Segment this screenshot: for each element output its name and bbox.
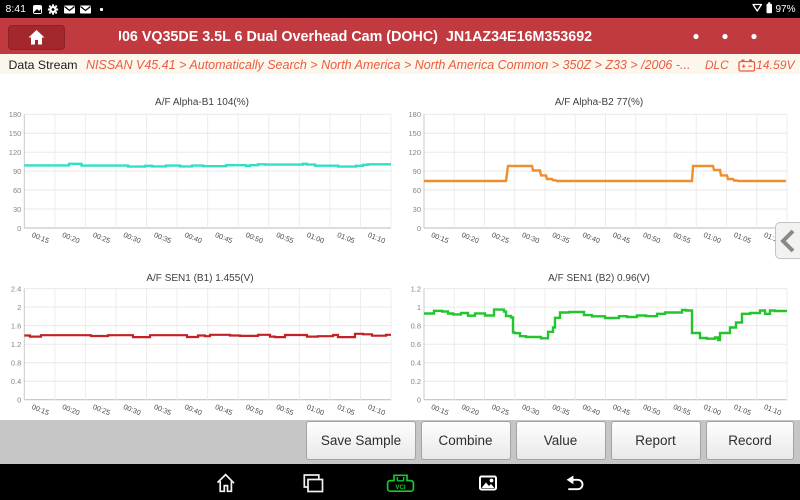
- svg-text:150: 150: [9, 129, 22, 138]
- svg-text:A/F Alpha-B2 77(%): A/F Alpha-B2 77(%): [555, 97, 643, 108]
- svg-text:1.6: 1.6: [11, 321, 21, 330]
- svg-text:00:15: 00:15: [430, 402, 450, 417]
- svg-text:01:00: 01:00: [306, 402, 326, 417]
- svg-text:00:50: 00:50: [244, 402, 264, 417]
- svg-text:01:05: 01:05: [336, 230, 356, 245]
- svg-text:00:50: 00:50: [244, 230, 264, 245]
- svg-text:2.4: 2.4: [11, 284, 21, 293]
- svg-text:90: 90: [13, 167, 21, 176]
- svg-text:00:35: 00:35: [153, 230, 173, 245]
- svg-text:00:45: 00:45: [214, 402, 234, 417]
- svg-text:01:00: 01:00: [702, 402, 722, 417]
- svg-text:0: 0: [417, 224, 421, 233]
- svg-text:60: 60: [413, 186, 421, 195]
- svg-text:30: 30: [413, 205, 421, 214]
- svg-text:00:35: 00:35: [551, 230, 571, 245]
- svg-text:1: 1: [417, 303, 421, 312]
- svg-text:00:45: 00:45: [612, 402, 632, 417]
- svg-text:0: 0: [17, 396, 21, 405]
- svg-text:00:20: 00:20: [61, 230, 81, 245]
- svg-text:00:40: 00:40: [183, 402, 203, 417]
- svg-text:A/F SEN1 (B2) 0.96(V): A/F SEN1 (B2) 0.96(V): [548, 273, 650, 284]
- svg-text:00:15: 00:15: [430, 230, 450, 245]
- svg-text:1.2: 1.2: [11, 340, 21, 349]
- svg-text:00:35: 00:35: [153, 402, 173, 417]
- svg-text:00:30: 00:30: [521, 230, 541, 245]
- svg-text:00:45: 00:45: [612, 230, 632, 245]
- svg-text:120: 120: [408, 148, 421, 157]
- svg-text:00:50: 00:50: [642, 402, 662, 417]
- svg-text:00:30: 00:30: [521, 402, 541, 417]
- svg-text:00:20: 00:20: [460, 402, 480, 417]
- svg-text:VCI: VCI: [395, 484, 406, 491]
- svg-text:0.4: 0.4: [11, 377, 21, 386]
- svg-text:00:30: 00:30: [122, 402, 142, 417]
- svg-text:01:00: 01:00: [702, 230, 722, 245]
- svg-text:180: 180: [9, 110, 22, 119]
- svg-text:1.2: 1.2: [411, 284, 421, 293]
- svg-text:01:05: 01:05: [733, 402, 753, 417]
- svg-text:A/F Alpha-B1 104(%): A/F Alpha-B1 104(%): [155, 97, 249, 108]
- svg-text:00:25: 00:25: [491, 402, 511, 417]
- svg-text:0.4: 0.4: [411, 359, 421, 368]
- svg-text:00:25: 00:25: [92, 230, 112, 245]
- svg-text:00:55: 00:55: [275, 230, 295, 245]
- svg-text:180: 180: [408, 110, 421, 119]
- svg-text:0: 0: [417, 396, 421, 405]
- svg-text:01:05: 01:05: [733, 230, 753, 245]
- svg-text:00:55: 00:55: [275, 402, 295, 417]
- svg-text:00:20: 00:20: [61, 402, 81, 417]
- svg-text:01:10: 01:10: [763, 402, 783, 417]
- svg-text:150: 150: [408, 129, 421, 138]
- svg-text:00:50: 00:50: [642, 230, 662, 245]
- svg-text:120: 120: [9, 148, 22, 157]
- svg-text:90: 90: [413, 167, 421, 176]
- svg-text:00:40: 00:40: [581, 230, 601, 245]
- svg-text:0.8: 0.8: [11, 359, 21, 368]
- svg-text:0.6: 0.6: [411, 340, 421, 349]
- svg-text:00:15: 00:15: [30, 230, 50, 245]
- svg-text:01:00: 01:00: [306, 230, 326, 245]
- svg-text:00:35: 00:35: [551, 402, 571, 417]
- svg-text:60: 60: [13, 186, 21, 195]
- svg-text:00:15: 00:15: [30, 402, 50, 417]
- svg-text:00:45: 00:45: [214, 230, 234, 245]
- svg-text:0: 0: [17, 224, 21, 233]
- svg-text:00:20: 00:20: [460, 230, 480, 245]
- svg-text:0.2: 0.2: [411, 377, 421, 386]
- svg-text:01:05: 01:05: [336, 402, 356, 417]
- svg-text:00:40: 00:40: [183, 230, 203, 245]
- svg-text:00:25: 00:25: [491, 230, 511, 245]
- svg-text:00:25: 00:25: [92, 402, 112, 417]
- svg-text:0.8: 0.8: [411, 321, 421, 330]
- svg-text:00:55: 00:55: [672, 230, 692, 245]
- svg-text:2: 2: [17, 303, 21, 312]
- svg-text:A/F SEN1 (B1) 1.455(V): A/F SEN1 (B1) 1.455(V): [146, 273, 253, 284]
- svg-text:00:40: 00:40: [581, 402, 601, 417]
- svg-text:30: 30: [13, 205, 21, 214]
- svg-text:00:30: 00:30: [122, 230, 142, 245]
- svg-text:01:10: 01:10: [367, 402, 387, 417]
- svg-text:00:55: 00:55: [672, 402, 692, 417]
- svg-text:01:10: 01:10: [367, 230, 387, 245]
